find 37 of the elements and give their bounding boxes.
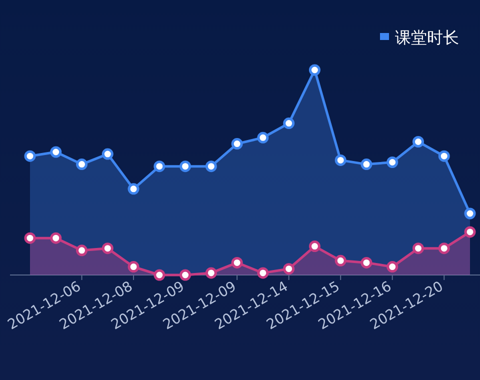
point bbox=[154, 160, 166, 172]
point bbox=[464, 226, 476, 238]
point bbox=[24, 150, 36, 162]
point bbox=[386, 156, 398, 168]
point bbox=[308, 64, 320, 76]
point bbox=[412, 242, 424, 254]
point bbox=[438, 150, 450, 162]
point bbox=[257, 132, 269, 144]
point bbox=[283, 118, 295, 130]
point bbox=[50, 232, 62, 244]
point bbox=[205, 160, 217, 172]
point bbox=[360, 256, 372, 268]
point bbox=[154, 269, 166, 281]
point bbox=[180, 160, 192, 172]
point bbox=[102, 242, 114, 254]
point bbox=[24, 232, 36, 244]
point bbox=[231, 138, 243, 150]
point bbox=[50, 146, 62, 158]
point bbox=[128, 183, 140, 195]
point bbox=[180, 269, 192, 281]
point bbox=[283, 263, 295, 275]
point bbox=[76, 158, 88, 170]
point bbox=[128, 261, 140, 273]
legend-label: 课堂时长 bbox=[395, 28, 459, 47]
point bbox=[76, 244, 88, 256]
point bbox=[257, 267, 269, 279]
point bbox=[102, 148, 114, 160]
point bbox=[386, 261, 398, 273]
point bbox=[334, 254, 346, 266]
point bbox=[438, 242, 450, 254]
point bbox=[334, 154, 346, 166]
point bbox=[231, 256, 243, 268]
point bbox=[308, 240, 320, 252]
point bbox=[412, 136, 424, 148]
point bbox=[360, 158, 372, 170]
point bbox=[205, 267, 217, 279]
point bbox=[464, 208, 476, 220]
